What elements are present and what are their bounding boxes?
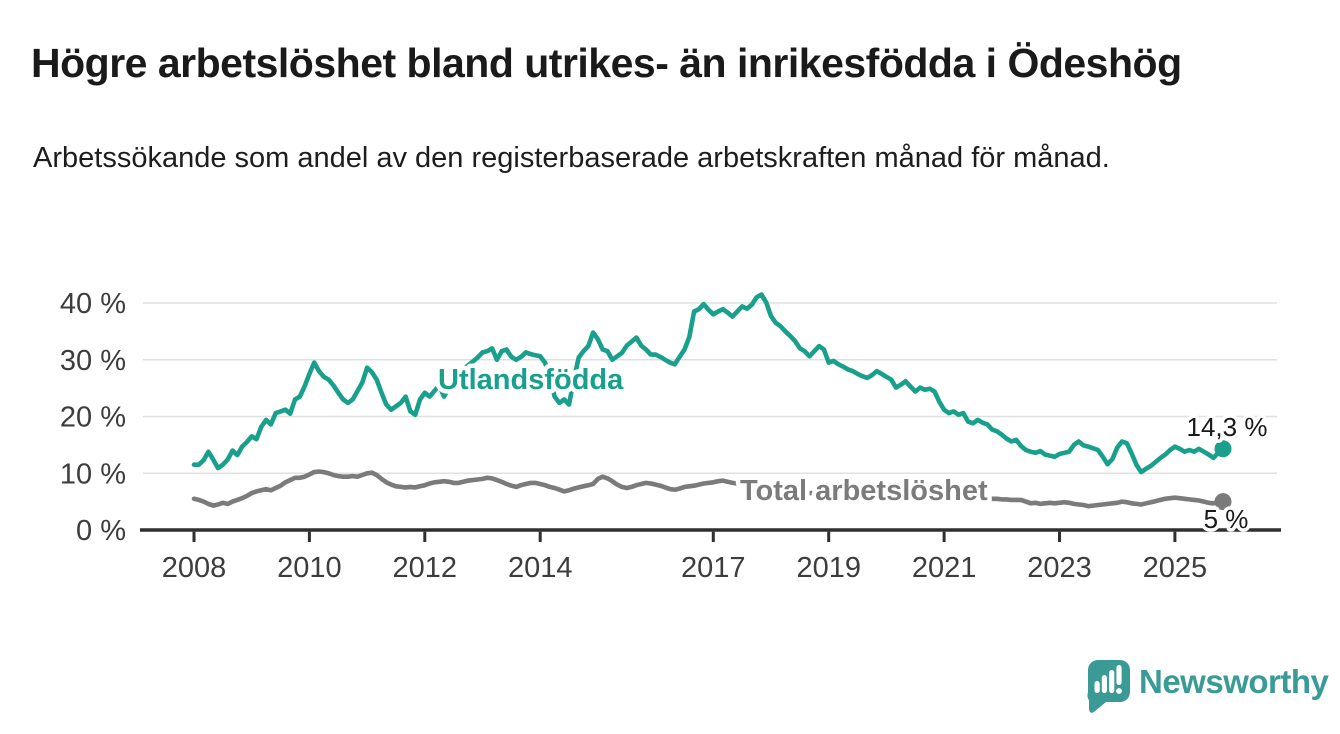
series-line-utlandsf-dda <box>191 292 1226 475</box>
end-value-label-total: 5 % <box>1204 504 1249 534</box>
x-axis-label-2014: 2014 <box>508 552 573 584</box>
chart-title: Högre arbetslöshet bland utrikes- än inr… <box>31 40 1182 86</box>
newsworthy-logo-text: Newsworthy <box>1139 663 1329 700</box>
x-axis-label-2025: 2025 <box>1143 552 1208 584</box>
x-axis-label-2019: 2019 <box>796 552 861 584</box>
chart-subtitle: Arbetssökande som andel av den registerb… <box>33 142 1110 174</box>
series-end-dots-layer <box>1214 440 1232 511</box>
x-axis-label-2023: 2023 <box>1027 552 1092 584</box>
y-axis-label-20-percent: 20 % <box>60 402 126 434</box>
y-axis-label-10-percent: 10 % <box>60 458 126 490</box>
x-axis-label-2021: 2021 <box>912 552 977 584</box>
series-label-utlandsfodda: Utlandsfödda <box>438 364 624 396</box>
axis-layer: 0 % 10 % 20 % 30 % 40 % 2008 2010 2012 2014 2017 2… <box>60 288 1281 584</box>
y-axis-label-30-percent: 30 % <box>60 345 126 377</box>
x-axis-label-2017: 2017 <box>681 552 746 584</box>
series-lines-layer <box>191 292 1226 509</box>
logo-bar-short <box>1094 681 1100 693</box>
series-end-dot-utlandsf-dda <box>1214 440 1232 458</box>
series-end-dot-total-arbetsl-shet <box>1214 493 1232 511</box>
y-axis-label-0-percent: 0 % <box>76 515 126 547</box>
newsworthy-logo <box>1087 660 1130 713</box>
y-axis-label-40-percent: 40 % <box>60 288 126 320</box>
logo-exclamation-stem <box>1116 665 1122 685</box>
x-axis-label-2012: 2012 <box>393 552 458 584</box>
series-line-total-arbetsl-shet <box>191 469 1226 509</box>
end-value-label-utlandsfodda: 14,3 % <box>1187 412 1268 442</box>
logo-bar-tall <box>1109 670 1115 693</box>
x-axis-label-2010: 2010 <box>277 552 342 584</box>
logo-bar-medium <box>1101 675 1107 693</box>
x-axis-label-2008: 2008 <box>162 552 227 584</box>
logo-exclamation-dot <box>1116 688 1122 694</box>
series-label-total-arbetsloshet: Total arbetslöshet <box>740 475 988 507</box>
gridlines-layer <box>143 302 1277 475</box>
bar-chart-speech-bubble-icon <box>1087 660 1130 713</box>
